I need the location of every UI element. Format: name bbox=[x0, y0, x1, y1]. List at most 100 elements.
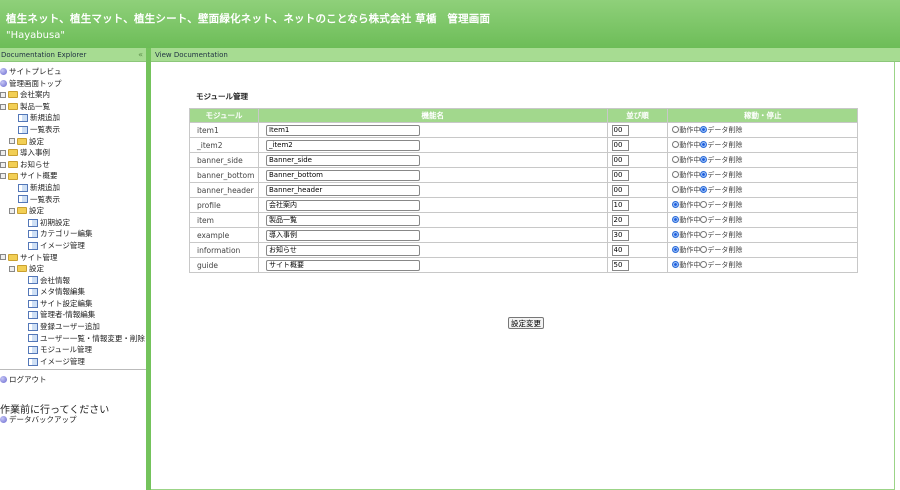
tree-item[interactable]: サイトプレビュ bbox=[0, 66, 146, 78]
collapse-icon[interactable]: « bbox=[138, 50, 143, 59]
tree-item[interactable]: 新規追加 bbox=[0, 112, 146, 124]
logout-link[interactable]: ログアウト bbox=[0, 374, 47, 386]
radio-active[interactable] bbox=[672, 231, 680, 238]
radio-delete[interactable] bbox=[700, 141, 708, 148]
tree-item[interactable]: イメージ管理 bbox=[0, 356, 146, 368]
radio-active[interactable] bbox=[672, 186, 680, 193]
radio-delete[interactable] bbox=[700, 201, 708, 208]
tree-item-label: カテゴリー編集 bbox=[40, 229, 93, 239]
radio-delete[interactable] bbox=[700, 126, 708, 133]
tree-item[interactable]: ユーザー一覧・情報変更・削除 bbox=[0, 333, 146, 345]
radio-active[interactable] bbox=[672, 201, 680, 208]
tree-item[interactable]: 登録ユーザー追加 bbox=[0, 321, 146, 333]
radio-active[interactable] bbox=[672, 171, 680, 178]
radio-active[interactable] bbox=[672, 156, 680, 163]
radio-delete[interactable] bbox=[700, 231, 708, 238]
tree-item[interactable]: 製品一覧 bbox=[0, 101, 146, 113]
radio-active[interactable] bbox=[672, 261, 680, 268]
order-input[interactable] bbox=[611, 259, 629, 271]
radio-delete[interactable] bbox=[700, 156, 708, 163]
name-cell bbox=[257, 137, 608, 153]
function-name-input[interactable] bbox=[265, 259, 420, 271]
folder-icon bbox=[8, 91, 18, 99]
order-input[interactable] bbox=[611, 229, 629, 241]
tree-item-label: 設定 bbox=[29, 136, 44, 146]
function-name-input[interactable] bbox=[265, 229, 420, 241]
expander-icon[interactable] bbox=[0, 254, 6, 261]
globe-icon bbox=[0, 68, 7, 76]
tree-item[interactable]: サイト設定編集 bbox=[0, 298, 146, 310]
tree-item[interactable]: メタ情報編集 bbox=[0, 286, 146, 298]
tree-item[interactable]: モジュール管理 bbox=[0, 344, 146, 356]
explorer-title: Documentation Explorer bbox=[1, 51, 87, 59]
expander-icon[interactable] bbox=[0, 91, 6, 98]
radio-active[interactable] bbox=[672, 126, 680, 133]
function-name-input[interactable] bbox=[265, 199, 420, 211]
radio-delete-label: データ削除 bbox=[707, 171, 743, 179]
radio-active[interactable] bbox=[672, 141, 680, 148]
function-name-input[interactable] bbox=[265, 139, 420, 151]
radio-delete[interactable] bbox=[700, 261, 708, 268]
order-input[interactable] bbox=[611, 139, 629, 151]
radio-delete-label: データ削除 bbox=[707, 216, 743, 224]
name-cell bbox=[257, 197, 608, 213]
tree-item[interactable]: 導入事例 bbox=[0, 147, 146, 159]
status-cell: 動作中 データ削除 bbox=[667, 152, 858, 168]
explorer-tree: サイトプレビュ 管理画面トップ 会社案内 製品一覧 新規追加 一覧表示 設定 導入事例 お知らせ… bbox=[0, 66, 146, 367]
order-input[interactable] bbox=[611, 199, 629, 211]
radio-active[interactable] bbox=[672, 246, 680, 253]
tree-item[interactable]: 会社案内 bbox=[0, 89, 146, 101]
expander-icon[interactable] bbox=[0, 173, 6, 180]
order-input[interactable] bbox=[611, 214, 629, 226]
tree-item[interactable]: 設定 bbox=[0, 205, 146, 217]
function-name-input[interactable] bbox=[265, 214, 420, 226]
tree-item[interactable]: 設定 bbox=[0, 263, 146, 275]
tree-item[interactable]: 会社情報 bbox=[0, 275, 146, 287]
function-name-input[interactable] bbox=[265, 184, 420, 196]
doc-icon bbox=[18, 125, 28, 134]
save-settings-button[interactable]: 設定変更 bbox=[508, 317, 544, 329]
order-input[interactable] bbox=[611, 124, 629, 136]
function-name-input[interactable] bbox=[265, 169, 420, 181]
order-input[interactable] bbox=[611, 169, 629, 181]
tree-item[interactable]: イメージ管理 bbox=[0, 240, 146, 252]
backup-link[interactable]: データバックアップ bbox=[0, 414, 77, 426]
tree-item-label: サイトプレビュ bbox=[9, 67, 62, 76]
tree-item[interactable]: サイト管理 bbox=[0, 252, 146, 264]
radio-delete[interactable] bbox=[700, 246, 708, 253]
expander-icon[interactable] bbox=[0, 149, 6, 156]
expander-icon[interactable] bbox=[0, 103, 6, 110]
tree-item[interactable]: 一覧表示 bbox=[0, 194, 146, 206]
function-name-input[interactable] bbox=[265, 154, 420, 166]
app-subtitle: "Hayabusa" bbox=[6, 30, 65, 41]
tree-item[interactable]: サイト概要 bbox=[0, 170, 146, 182]
expander-icon[interactable] bbox=[9, 138, 15, 145]
order-input[interactable] bbox=[611, 184, 629, 196]
tree-item[interactable]: お知らせ bbox=[0, 159, 146, 171]
radio-delete[interactable] bbox=[700, 186, 708, 193]
order-input[interactable] bbox=[611, 244, 629, 256]
tree-item[interactable]: カテゴリー編集 bbox=[0, 228, 146, 240]
radio-delete[interactable] bbox=[700, 171, 708, 178]
tree-item[interactable]: 管理画面トップ bbox=[0, 78, 146, 90]
tree-item[interactable]: 管理者-情報編集 bbox=[0, 309, 146, 321]
order-input[interactable] bbox=[611, 154, 629, 166]
order-cell bbox=[606, 242, 669, 258]
radio-delete[interactable] bbox=[700, 216, 708, 223]
tree-item[interactable]: 設定 bbox=[0, 136, 146, 148]
tree-item[interactable]: 一覧表示 bbox=[0, 124, 146, 136]
name-cell bbox=[257, 152, 608, 168]
expander-icon[interactable] bbox=[9, 265, 15, 272]
tree-item[interactable]: 初期設定 bbox=[0, 217, 146, 229]
function-name-input[interactable] bbox=[265, 124, 420, 136]
expander-icon[interactable] bbox=[0, 161, 6, 168]
radio-active[interactable] bbox=[672, 216, 680, 223]
panel-splitter[interactable] bbox=[146, 48, 151, 490]
tree-item-label: 一覧表示 bbox=[30, 194, 60, 204]
function-name-input[interactable] bbox=[265, 244, 420, 256]
expander-icon[interactable] bbox=[9, 207, 15, 214]
tree-item[interactable]: 新規追加 bbox=[0, 182, 146, 194]
radio-delete-label: データ削除 bbox=[707, 186, 743, 194]
